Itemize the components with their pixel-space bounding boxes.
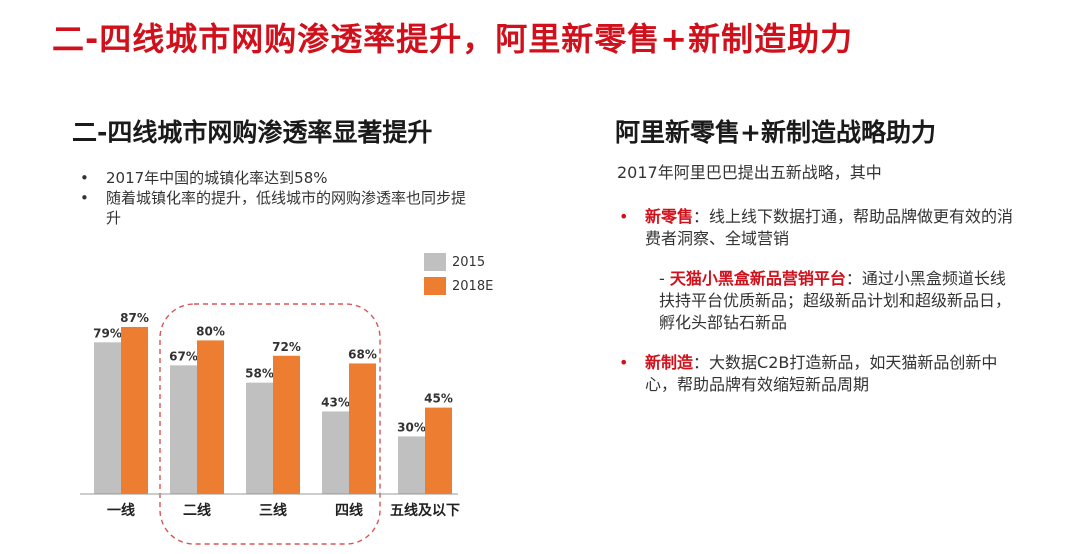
sub-prefix: - bbox=[659, 269, 670, 288]
data-label: 43% bbox=[321, 395, 350, 409]
data-label: 80% bbox=[196, 324, 225, 338]
bar-2015-2 bbox=[246, 382, 273, 494]
tmall-platform-text: ：通过小黑盒频道长线扶持平台优质新品；超级新品计划和超级新品日，孵化头部钻石新品 bbox=[659, 269, 1012, 332]
bar-chart: 79%87% 一线 67% 80% 二线 58% 72% 三线 43% 68% 四线 30% 45% 五线… bbox=[80, 303, 460, 545]
bar-2015-3 bbox=[322, 411, 349, 494]
bullet-text: 2017年中国的城镇化率达到58% bbox=[106, 169, 328, 187]
bar-2015-4 bbox=[398, 436, 425, 494]
left-section-title: 二-四线城市网购渗透率显著提升 bbox=[72, 118, 433, 147]
new-retail-heading: 新零售 bbox=[645, 207, 694, 226]
bullet-item: • 2017年中国的城镇化率达到58% bbox=[80, 168, 470, 188]
x-tick-label: 一线 bbox=[107, 502, 135, 519]
chart-legend: 2015 2018E bbox=[424, 252, 493, 300]
new-retail-item: • 新零售：线上线下数据打通，帮助品牌做更有效的消费者洞察、全域营销 bbox=[617, 206, 1017, 250]
legend-swatch-gray bbox=[424, 253, 446, 271]
data-label: 45% bbox=[424, 392, 453, 406]
legend-item-2015: 2015 bbox=[424, 252, 493, 272]
bullet-dot-icon: • bbox=[619, 207, 629, 226]
legend-label: 2018E bbox=[452, 278, 494, 294]
bar-2018E-3 bbox=[349, 363, 376, 494]
data-label: 30% bbox=[397, 420, 426, 434]
new-manufacturing-item: • 新制造：大数据C2B打造新品，如天猫新品创新中心，帮助品牌有效缩短新品周期 bbox=[617, 352, 1017, 396]
x-tick-label: 三线 bbox=[259, 502, 287, 519]
new-manufacturing-text: ：大数据C2B打造新品，如天猫新品创新中心，帮助品牌有效缩短新品周期 bbox=[645, 353, 998, 394]
legend-item-2018e: 2018E bbox=[424, 276, 493, 296]
bullet-dot-icon: • bbox=[80, 169, 89, 187]
data-label: 67% bbox=[169, 349, 198, 363]
new-manufacturing-heading: 新制造 bbox=[645, 353, 694, 372]
right-content: 2017年阿里巴巴提出五新战略，其中 • 新零售：线上线下数据打通，帮助品牌做更… bbox=[617, 162, 1017, 416]
data-label: 79% bbox=[93, 326, 122, 340]
x-tick-label: 五线及以下 bbox=[390, 502, 460, 519]
bar-2015-0 bbox=[94, 342, 121, 494]
legend-label: 2015 bbox=[452, 254, 486, 270]
bar-2015-1 bbox=[170, 365, 197, 494]
bullet-text: 随着城镇化率的提升，低线城市的网购渗透率也同步提升 bbox=[106, 189, 467, 227]
data-label: 58% bbox=[245, 367, 274, 381]
bar-2018E-2 bbox=[273, 355, 300, 494]
tmall-platform-heading: 天猫小黑盒新品营销平台 bbox=[669, 269, 846, 288]
intro-text: 2017年阿里巴巴提出五新战略，其中 bbox=[617, 163, 882, 182]
data-label: 68% bbox=[348, 347, 377, 361]
bullet-item: • 随着城镇化率的提升，低线城市的网购渗透率也同步提升 bbox=[80, 188, 470, 228]
x-tick-label: 四线 bbox=[335, 502, 363, 519]
x-tick-label: 二线 bbox=[183, 502, 211, 519]
legend-swatch-orange bbox=[424, 277, 446, 295]
bar-2018E-0 bbox=[121, 326, 148, 494]
new-retail-text: ：线上线下数据打通，帮助品牌做更有效的消费者洞察、全域营销 bbox=[645, 207, 1014, 248]
tmall-sub-item: - 天猫小黑盒新品营销平台：通过小黑盒频道长线扶持平台优质新品；超级新品计划和超… bbox=[617, 268, 1017, 334]
bullet-dot-icon: • bbox=[80, 189, 89, 207]
data-label: 72% bbox=[272, 340, 301, 354]
bar-2018E-1 bbox=[197, 340, 224, 494]
data-label: 87% bbox=[120, 311, 149, 325]
highlight-outline bbox=[159, 303, 381, 545]
right-section-title: 阿里新零售+新制造战略助力 bbox=[615, 118, 936, 147]
left-bullet-list: • 2017年中国的城镇化率达到58% • 随着城镇化率的提升，低线城市的网购渗… bbox=[80, 168, 470, 228]
page-title: 二-四线城市网购渗透率提升，阿里新零售+新制造助力 bbox=[52, 20, 854, 58]
bullet-dot-icon: • bbox=[619, 353, 629, 372]
bar-2018E-4 bbox=[425, 407, 452, 494]
